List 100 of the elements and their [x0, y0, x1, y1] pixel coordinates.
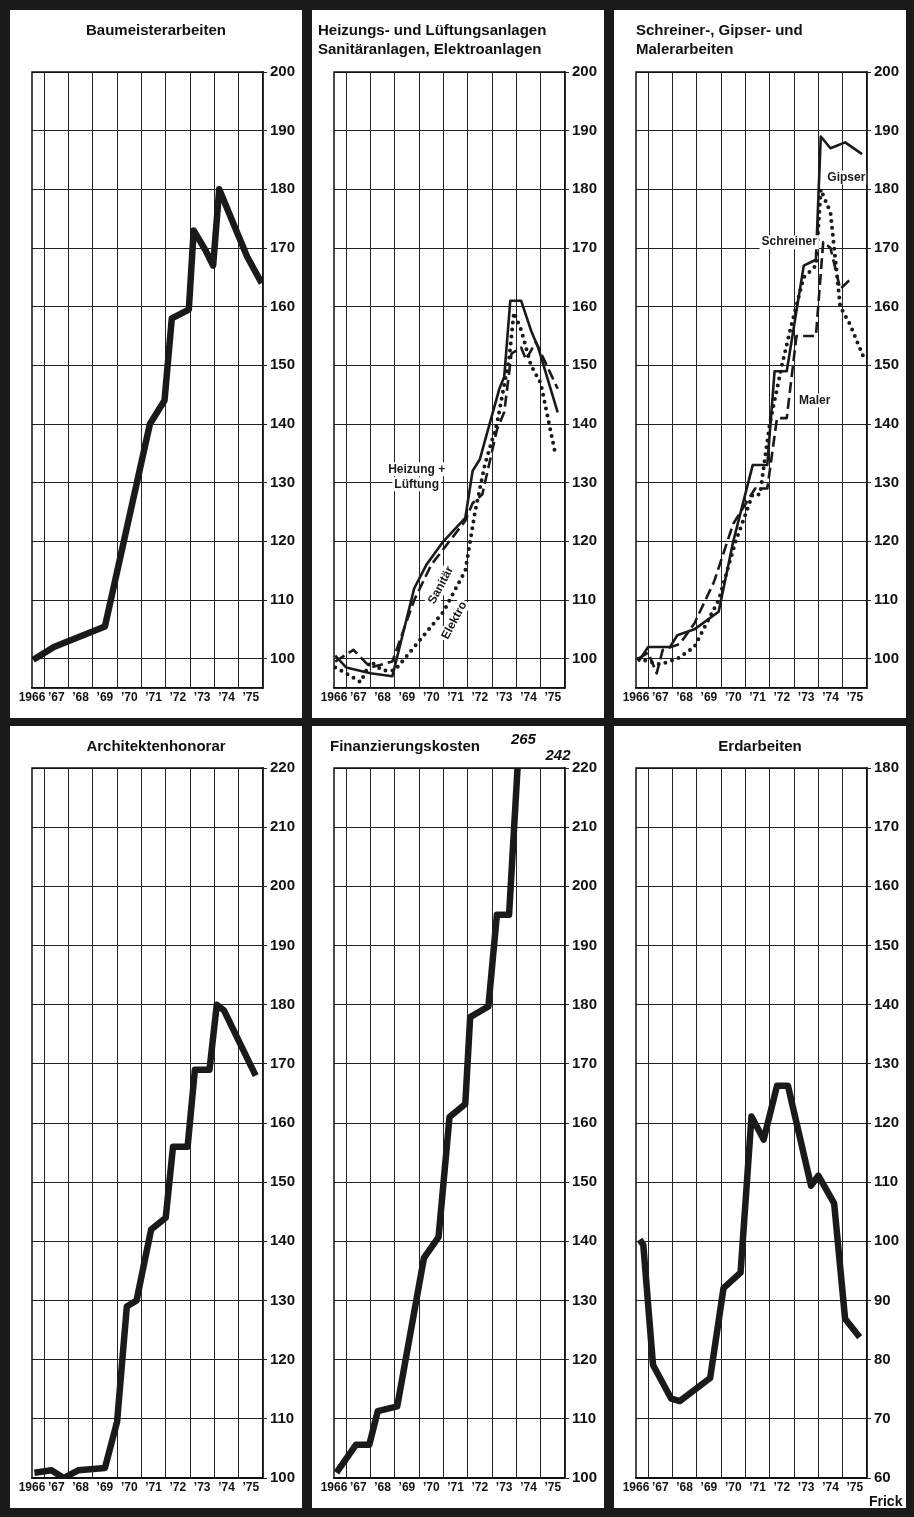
y-tick-label: 200	[571, 62, 597, 80]
y-tick-label: 190	[571, 935, 597, 953]
x-tick-label: ’75	[846, 690, 864, 705]
x-tick-label: ’68	[676, 690, 694, 705]
y-tick-label: 70	[873, 1408, 891, 1426]
y-tick-label: 130	[873, 472, 899, 490]
y-tick-label: 190	[873, 120, 899, 138]
series-label: Schreiner	[761, 234, 818, 249]
y-tick-label: 170	[571, 238, 597, 256]
x-tick-label: ’73	[193, 690, 211, 705]
text: 242	[544, 746, 572, 763]
y-tick-label: 200	[873, 62, 899, 80]
y-tick-label: 110	[873, 590, 899, 608]
x-tick-label: ’70	[724, 690, 742, 705]
y-tick-label: 200	[269, 876, 295, 894]
x-tick-label: ’75	[242, 1480, 260, 1495]
x-tick-label: ’70	[422, 1480, 440, 1495]
y-tick-label: 100	[571, 648, 597, 666]
x-tick-label: ’70	[120, 1480, 138, 1495]
x-tick-label: ’69	[96, 690, 114, 705]
y-tick-label: 110	[269, 1408, 295, 1426]
x-tick-label: ’67	[47, 1480, 65, 1495]
x-tick-label: ’73	[495, 690, 513, 705]
x-tick-label: ’71	[145, 690, 163, 705]
y-tick-label: 130	[269, 472, 295, 490]
chart-title: Architektenhonorar	[85, 736, 227, 755]
x-tick-label: ’69	[96, 1480, 114, 1495]
x-tick-label: ’73	[797, 1480, 815, 1495]
y-tick-label: 200	[269, 62, 295, 80]
y-tick-label: 150	[873, 355, 899, 373]
y-tick-label: 100	[873, 648, 899, 666]
y-tick-label: 170	[873, 238, 899, 256]
x-tick-label: ’69	[700, 1480, 718, 1495]
y-tick-label: 120	[571, 1349, 597, 1367]
x-tick-label: ’68	[72, 690, 90, 705]
x-tick-label: ’72	[471, 690, 489, 705]
y-tick-label: 100	[571, 1468, 597, 1486]
y-tick-label: 110	[571, 590, 597, 608]
y-tick-label: 110	[269, 590, 295, 608]
x-tick-label: 1966	[320, 690, 348, 705]
x-tick-label: ’68	[72, 1480, 90, 1495]
x-tick-label: ’74	[218, 1480, 236, 1495]
x-tick-label: ’73	[193, 1480, 211, 1495]
y-tick-label: 170	[269, 238, 295, 256]
x-tick-label: ’74	[822, 690, 840, 705]
x-tick-label: ’67	[349, 1480, 367, 1495]
x-tick-label: ’69	[398, 1480, 416, 1495]
x-tick-label: ’74	[218, 690, 236, 705]
x-tick-label: 1966	[18, 690, 46, 705]
y-tick-label: 170	[269, 1053, 295, 1071]
y-tick-label: 150	[269, 355, 295, 373]
y-tick-label: 90	[873, 1290, 891, 1308]
y-tick-label: 100	[873, 1231, 899, 1249]
y-tick-label: 180	[269, 179, 295, 197]
y-tick-label: 190	[571, 120, 597, 138]
y-tick-label: 140	[873, 414, 899, 432]
y-tick-label: 200	[571, 876, 597, 894]
y-tick-label: 180	[873, 179, 899, 197]
y-tick-label: 150	[269, 1172, 295, 1190]
x-tick-label: ’75	[242, 690, 260, 705]
x-tick-label: ’71	[447, 1480, 465, 1495]
y-tick-label: 140	[571, 1231, 597, 1249]
y-tick-label: 120	[873, 531, 899, 549]
y-tick-label: 120	[269, 1349, 295, 1367]
y-tick-label: 170	[873, 817, 899, 835]
y-tick-label: 160	[269, 296, 295, 314]
chart-title: Erdarbeiten	[717, 736, 803, 755]
x-tick-label: ’71	[749, 690, 767, 705]
x-tick-label: ’68	[374, 1480, 392, 1495]
x-tick-label: ’70	[422, 690, 440, 705]
y-tick-label: 160	[873, 876, 899, 894]
y-tick-label: 120	[269, 531, 295, 549]
y-tick-label: 220	[571, 758, 597, 776]
x-tick-label: 1966	[18, 1480, 46, 1495]
chart-title: Schreiner-, Gipser- und Malerarbeiten	[636, 20, 804, 58]
x-tick-label: 1966	[622, 690, 650, 705]
y-tick-label: 130	[269, 1290, 295, 1308]
x-tick-label: ’75	[846, 1480, 864, 1495]
series-label: Gipser	[827, 169, 866, 184]
chart-title: Baumeisterarbeiten	[84, 20, 228, 39]
x-tick-label: ’68	[374, 690, 392, 705]
y-tick-label: 110	[571, 1408, 597, 1426]
y-tick-label: 160	[873, 296, 899, 314]
series-label: Maler	[799, 392, 831, 407]
y-tick-label: 190	[269, 120, 295, 138]
x-tick-label: ’70	[120, 690, 138, 705]
x-tick-label: ’73	[495, 1480, 513, 1495]
y-tick-label: 130	[571, 1290, 597, 1308]
y-tick-label: 140	[269, 414, 295, 432]
x-tick-label: ’68	[676, 1480, 694, 1495]
y-tick-label: 210	[571, 817, 597, 835]
x-tick-label: ’72	[471, 1480, 489, 1495]
y-tick-label: 120	[571, 531, 597, 549]
y-tick-label: 150	[571, 355, 597, 373]
chart-title: Finanzierungskosten	[330, 737, 481, 754]
x-tick-label: ’72	[169, 690, 187, 705]
x-tick-label: ’69	[700, 690, 718, 705]
x-tick-label: ’71	[447, 690, 465, 705]
y-tick-label: 170	[571, 1053, 597, 1071]
x-tick-label: ’75	[544, 1480, 562, 1495]
